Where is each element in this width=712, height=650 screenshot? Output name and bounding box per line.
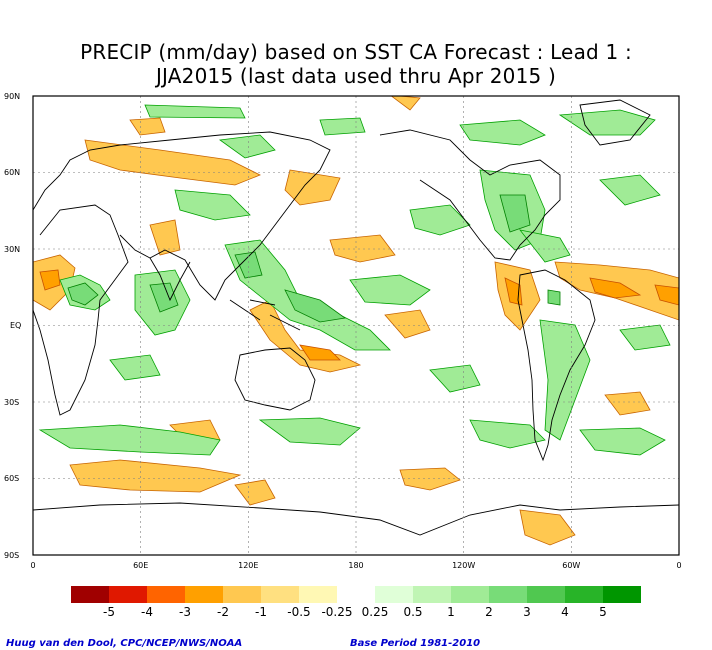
coastlines [33,99,679,536]
lat-label: 30S [4,398,19,407]
legend-swatch [147,586,185,603]
lon-label: 120E [238,561,258,570]
map-title-line1: PRECIP (mm/day) based on SST CA Forecast… [80,40,632,64]
legend-swatch [223,586,261,603]
precip-anomaly-fields [33,96,679,546]
lon-label: 180 [348,561,363,570]
color-legend: -5 -4 -3 -2 -1 -0.5 -0.25 0.25 0.5 1 2 3 4 5 [71,586,641,619]
negative-anomaly-regions [33,96,679,546]
lon-label: 120W [452,561,475,570]
legend-label: -0.25 [321,605,352,619]
graticule [33,96,679,555]
legend-label: -5 [103,605,115,619]
legend-label: 3 [523,605,531,619]
precip-map: 90N 60N 30N EQ 30S 60S 90S 0 60E 120E 18… [4,92,682,619]
legend-label: -4 [141,605,153,619]
credit-text: Huug van den Dool, CPC/NCEP/NWS/NOAA [6,638,243,649]
legend-label: 4 [561,605,569,619]
legend-swatch [299,586,337,603]
legend-label: -3 [179,605,191,619]
legend-label: 0.5 [403,605,422,619]
map-title-line2: JJA2015 (last data used thru Apr 2015 ) [155,64,557,88]
legend-swatch [527,586,565,603]
strong-positive-regions [67,194,561,323]
legend-label: 0.25 [362,605,389,619]
legend-label: -1 [255,605,267,619]
legend-label: -0.5 [287,605,310,619]
legend-label: 1 [447,605,455,619]
legend-swatch [489,586,527,603]
lat-label: 90N [4,92,20,101]
legend-swatch [337,586,375,603]
legend-label: 2 [485,605,493,619]
lat-label: 30N [4,245,20,254]
lon-label: 0 [30,561,35,570]
legend-label: -2 [217,605,229,619]
legend-swatch [109,586,147,603]
lon-label: 60E [133,561,148,570]
lat-label: EQ [10,321,21,330]
lon-label: 0 [676,561,681,570]
legend-label: 5 [599,605,607,619]
legend-swatch [413,586,451,603]
legend-swatch [261,586,299,603]
lat-label: 60N [4,168,20,177]
axis-labels: 90N 60N 30N EQ 30S 60S 90S 0 60E 120E 18… [4,92,682,570]
legend-swatch [565,586,603,603]
map-frame [32,95,680,556]
legend-swatch [603,586,641,603]
base-period-text: Base Period 1981-2010 [350,638,481,649]
legend-swatch [451,586,489,603]
legend-swatch [71,586,109,603]
lat-label: 60S [4,474,19,483]
legend-swatch [375,586,413,603]
lon-label: 60W [562,561,580,570]
lat-label: 90S [4,551,19,560]
legend-swatch [185,586,223,603]
positive-anomaly-regions [38,104,671,456]
